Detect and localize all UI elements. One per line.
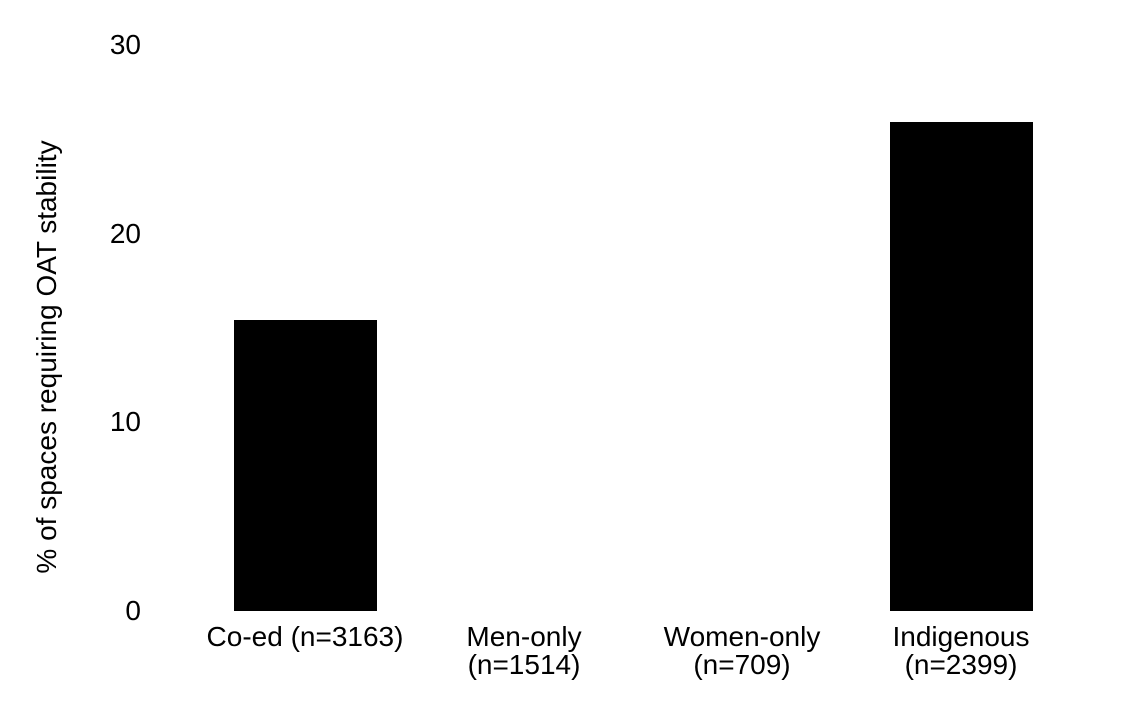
x-tick-label-line: Women-only	[663, 621, 821, 652]
x-tick-label-line: (n=2399)	[904, 649, 1018, 680]
x-tick-label: Co-ed (n=3163)	[185, 623, 425, 651]
y-tick-label: 20	[109, 217, 141, 249]
y-tick-label: 10	[109, 406, 141, 438]
y-axis-title: % of spaces requiring OAT stability	[31, 140, 62, 574]
bar-4	[890, 122, 1033, 611]
x-tick-label-line: Men-only	[466, 621, 582, 652]
x-tick-label-line: Indigenous	[892, 621, 1030, 652]
x-tick-label-line: Co-ed (n=3163)	[206, 621, 404, 652]
y-tick-label: 0	[125, 595, 141, 626]
x-tick-label: Women-only (n=709)	[622, 623, 862, 679]
x-tick-label: Indigenous (n=2399)	[841, 623, 1081, 679]
y-tick-label: 30	[109, 28, 141, 60]
x-tick-label-line: (n=709)	[693, 649, 791, 680]
bar-1	[234, 320, 377, 611]
x-tick-label-line: (n=1514)	[467, 649, 581, 680]
x-tick-label: Men-only (n=1514)	[404, 623, 644, 679]
